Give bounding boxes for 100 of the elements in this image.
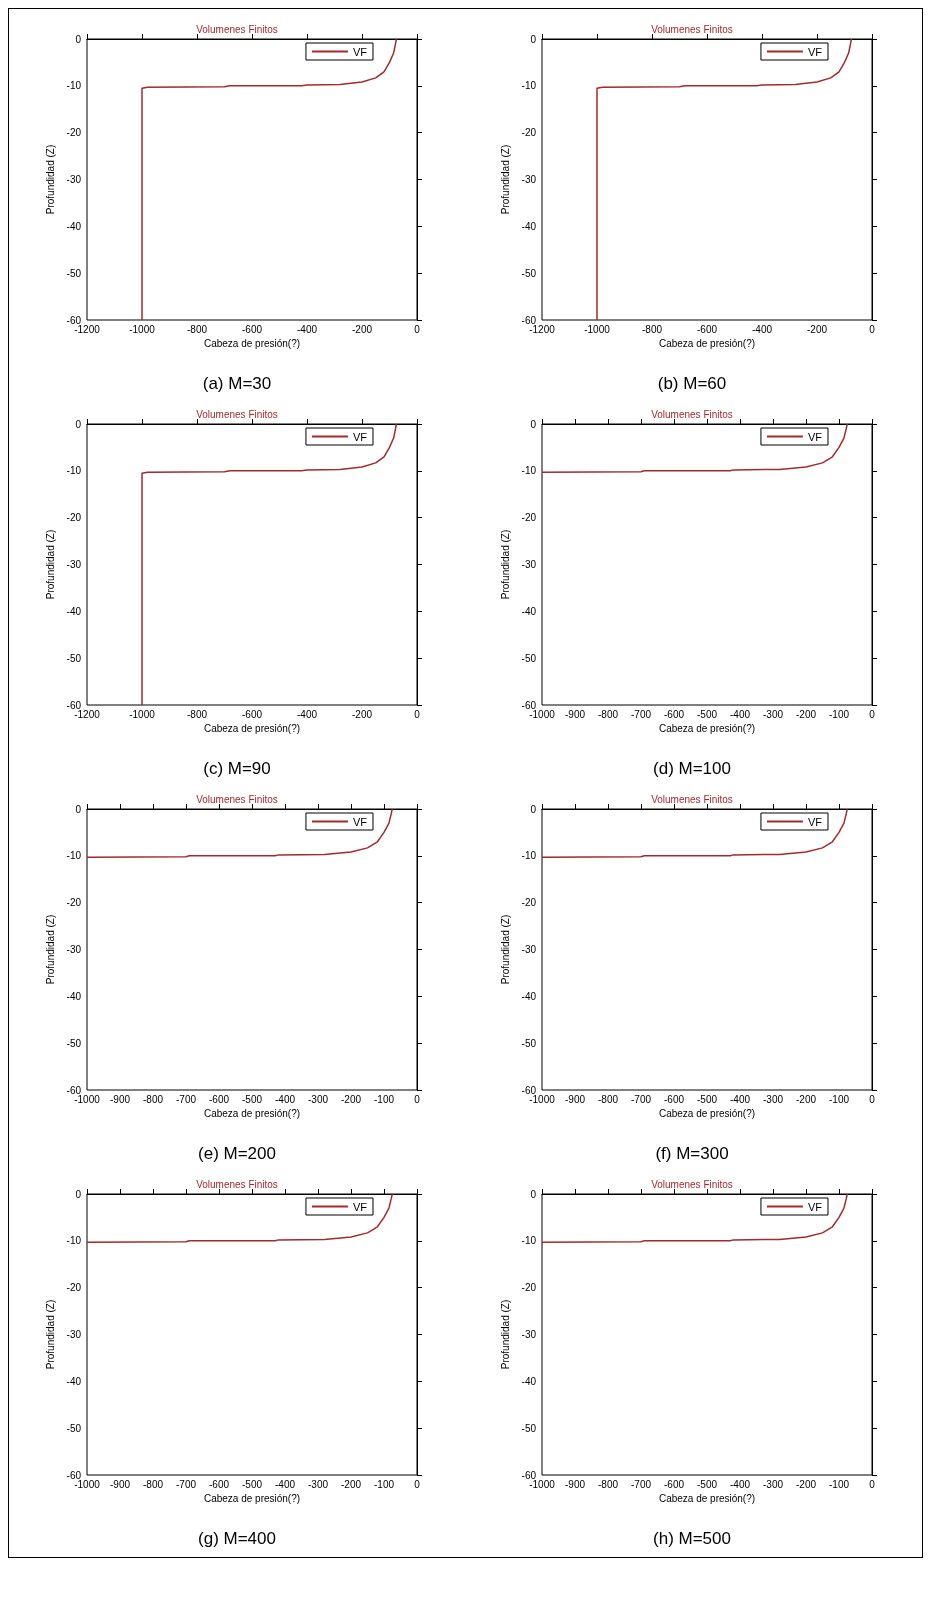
x-tick-label: -700 (630, 1478, 651, 1490)
x-tick-label: -500 (241, 1093, 262, 1105)
y-tick-label: -60 (521, 699, 536, 711)
legend-label: VF (807, 45, 822, 58)
y-tick-label: -40 (66, 990, 81, 1002)
text: (g) M=400 (197, 1529, 276, 1548)
x-tick-label: -900 (564, 708, 585, 720)
x-tick-label: -1000 (128, 708, 155, 720)
x-tick-label: -100 (373, 1478, 394, 1490)
y-tick-label: -10 (66, 850, 81, 862)
y-tick-label: -10 (66, 80, 81, 92)
y-tick-label: -40 (521, 990, 536, 1002)
x-tick-label: -1000 (73, 1478, 100, 1490)
x-tick-label: -900 (564, 1093, 585, 1105)
line-series (540, 1193, 848, 1243)
x-tick-label: -100 (373, 1093, 394, 1105)
x-tick-label: -400 (751, 323, 772, 335)
x-tick-label: -400 (274, 1478, 295, 1490)
x-tick-label: 0 (413, 708, 420, 720)
x-tick-label: -1000 (128, 323, 155, 335)
x-tick-label: -800 (186, 323, 207, 335)
y-tick-label: -60 (66, 1084, 81, 1096)
legend-label: VF (352, 1200, 367, 1213)
y-tick-label: -20 (521, 512, 536, 524)
y-tick-label: 0 (529, 1188, 536, 1200)
y-tick-label: -40 (521, 605, 536, 617)
x-axis-title: Cabeza de presión(?) (203, 1108, 300, 1120)
x-axis-title: Cabeza de presión(?) (203, 723, 300, 735)
y-tick-label: -20 (66, 127, 81, 139)
y-tick-label: 0 (529, 33, 536, 45)
y-tick-label: -20 (521, 127, 536, 139)
y-tick-label: -30 (521, 1329, 536, 1340)
text: (f) M=300 (654, 1144, 729, 1163)
x-tick-label: -300 (762, 708, 783, 720)
y-axis-title: Profundidad (Z) (44, 1299, 55, 1370)
y-tick-label: -40 (66, 1375, 81, 1387)
y-tick-label: -20 (66, 1282, 81, 1294)
x-tick-label: -200 (340, 1093, 361, 1105)
y-axis-title: Profundidad (Z) (44, 914, 55, 985)
chart-title: Volumenes Finitos (650, 1178, 733, 1190)
x-tick-label: -1000 (528, 1093, 555, 1105)
x-tick-label: -1200 (528, 323, 555, 335)
y-tick-label: -10 (521, 1235, 536, 1247)
y-tick-label: -30 (521, 559, 536, 570)
x-tick-label: -200 (351, 708, 372, 720)
y-tick-label: -50 (66, 652, 81, 664)
x-tick-label: -400 (729, 708, 750, 720)
x-tick-label: -1000 (528, 1478, 555, 1490)
y-tick-label: -10 (521, 850, 536, 862)
y-tick-label: -20 (66, 897, 81, 909)
y-tick-label: -60 (66, 1469, 81, 1481)
y-tick-label: -60 (521, 314, 536, 326)
y-tick-label: -40 (66, 220, 81, 232)
x-tick-label: -200 (795, 708, 816, 720)
x-tick-label: -700 (175, 1093, 196, 1105)
line-series (595, 38, 852, 321)
x-tick-label: -900 (109, 1478, 130, 1490)
x-tick-label: -200 (351, 323, 372, 335)
y-tick-label: -60 (66, 699, 81, 711)
y-tick-label: -50 (521, 267, 536, 279)
text: (h) M=500 (652, 1529, 731, 1548)
y-tick-label: 0 (74, 803, 81, 815)
y-tick-label: -20 (521, 1282, 536, 1294)
x-tick-label: -800 (641, 323, 662, 335)
x-tick-label: -600 (663, 708, 684, 720)
y-tick-label: -40 (521, 1375, 536, 1387)
line-series (85, 1193, 393, 1243)
x-tick-label: -1200 (73, 708, 100, 720)
text: (c) M=90 (202, 759, 271, 778)
y-axis-title: Profundidad (Z) (44, 144, 55, 215)
x-tick-label: 0 (413, 323, 420, 335)
x-tick-label: -600 (208, 1093, 229, 1105)
x-tick-label: -300 (307, 1478, 328, 1490)
y-axis-title: Profundidad (Z) (499, 144, 510, 215)
x-tick-label: -200 (795, 1478, 816, 1490)
y-tick-label: 0 (529, 418, 536, 430)
y-tick-label: -30 (521, 174, 536, 185)
x-tick-label: -200 (806, 323, 827, 335)
x-tick-label: -600 (208, 1478, 229, 1490)
x-tick-label: -500 (696, 1478, 717, 1490)
x-tick-label: -700 (630, 1093, 651, 1105)
chart-title: Volumenes Finitos (195, 1178, 278, 1190)
line-series (140, 423, 397, 706)
y-tick-label: -10 (521, 465, 536, 477)
y-tick-label: -40 (521, 220, 536, 232)
y-tick-label: 0 (529, 803, 536, 815)
x-tick-label: -600 (241, 323, 262, 335)
x-tick-label: 0 (868, 1478, 875, 1490)
x-tick-label: 0 (868, 1093, 875, 1105)
legend-label: VF (807, 430, 822, 443)
line-series (540, 808, 848, 858)
x-tick-label: -500 (241, 1478, 262, 1490)
x-tick-label: -400 (296, 323, 317, 335)
x-tick-label: -200 (340, 1478, 361, 1490)
y-tick-label: 0 (74, 418, 81, 430)
y-tick-label: -20 (521, 897, 536, 909)
x-tick-label: -600 (696, 323, 717, 335)
x-axis-title: Cabeza de presión(?) (658, 1108, 755, 1120)
text: (b) M=60 (657, 374, 726, 393)
x-tick-label: -900 (564, 1478, 585, 1490)
